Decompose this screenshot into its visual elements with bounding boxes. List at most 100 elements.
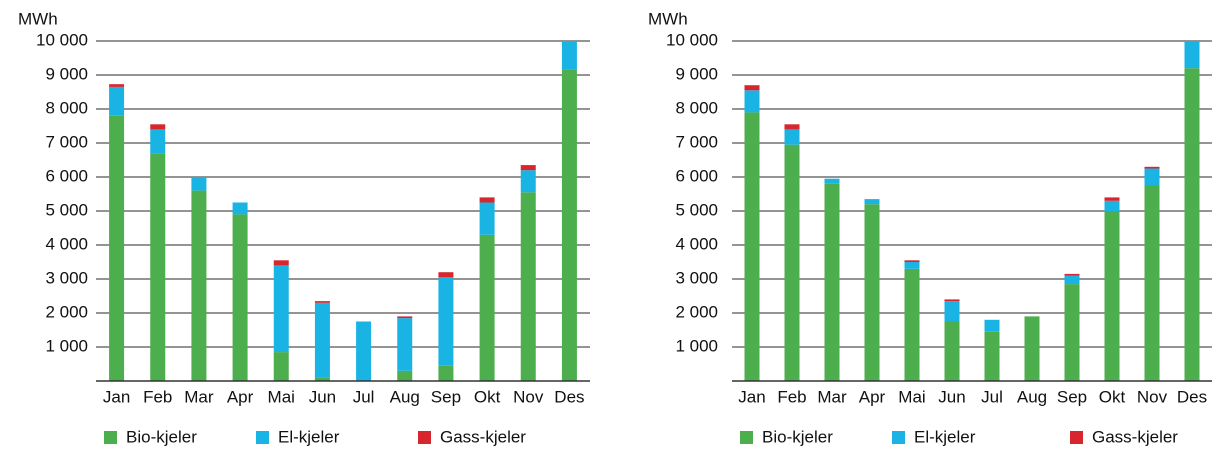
y-tick-label: 8 000 [675, 98, 718, 117]
bar-segment [561, 41, 577, 70]
bar-segment [150, 153, 166, 381]
bar-segment [1064, 284, 1080, 381]
y-tick-label: 1 000 [675, 336, 718, 355]
y-tick-label: 2 000 [45, 302, 88, 321]
y-tick-label: 7 000 [675, 132, 718, 151]
bar-segment [397, 316, 413, 319]
x-tick-label: Okt [1099, 387, 1126, 406]
x-tick-label: Mar [817, 387, 847, 406]
bar-segment [1104, 197, 1120, 201]
bar-segment [1104, 200, 1120, 211]
y-tick-label: 3 000 [675, 268, 718, 287]
x-tick-label: Okt [474, 387, 501, 406]
legend-label: El-kjeler [914, 427, 976, 446]
legend-swatch [740, 431, 753, 444]
y-axis-label: MWh [648, 9, 688, 28]
bar-segment [273, 260, 289, 266]
x-tick-label: Mar [184, 387, 214, 406]
bar-segment [397, 370, 413, 381]
bar-segment [1144, 168, 1160, 186]
legend-label: Gass-kjeler [1092, 427, 1178, 446]
legend-swatch [104, 431, 117, 444]
bar-segment [438, 365, 454, 381]
bar-segment [273, 352, 289, 381]
y-tick-label: 6 000 [45, 166, 88, 185]
bar-segment [520, 192, 536, 381]
legend-label: Gass-kjeler [440, 427, 526, 446]
bar-segment [864, 204, 880, 381]
bar-segment [356, 321, 372, 381]
bar-segment [150, 124, 166, 130]
bar-segment [150, 129, 166, 154]
bar-segment [109, 84, 125, 87]
x-tick-label: Feb [777, 387, 806, 406]
x-tick-label: Aug [390, 387, 420, 406]
bar-segment [1184, 68, 1200, 381]
bar-segment [273, 265, 289, 353]
x-tick-label: Mai [268, 387, 295, 406]
bar-segment [520, 165, 536, 171]
bar-segment [109, 115, 125, 382]
x-tick-label: Jul [981, 387, 1003, 406]
bar-segment [1064, 275, 1080, 285]
y-tick-label: 6 000 [675, 166, 718, 185]
bar-segment [520, 170, 536, 193]
x-tick-label: Apr [859, 387, 886, 406]
bar-segment [744, 85, 760, 91]
bar-segment [397, 318, 413, 371]
bar-segment [784, 129, 800, 145]
bar-segment [904, 262, 920, 269]
bar-segment [314, 302, 330, 378]
y-tick-label: 9 000 [675, 64, 718, 83]
bar-segment [1184, 41, 1200, 69]
x-tick-label: Jan [103, 387, 130, 406]
x-tick-label: Mai [898, 387, 925, 406]
y-tick-label: 10 000 [666, 30, 718, 49]
bar-segment [314, 301, 330, 303]
bar-segment [824, 183, 840, 381]
bar-segment [479, 202, 495, 235]
bar-segment [944, 321, 960, 381]
y-axis-label: MWh [18, 9, 58, 28]
y-tick-label: 2 000 [675, 302, 718, 321]
legend-swatch [256, 431, 269, 444]
bar-segment [744, 112, 760, 382]
bar-segment [479, 234, 495, 381]
legend-label: Bio-kjeler [762, 427, 833, 446]
x-tick-label: Des [1177, 387, 1207, 406]
y-tick-label: 7 000 [45, 132, 88, 151]
x-tick-label: Feb [143, 387, 172, 406]
y-tick-label: 1 000 [45, 336, 88, 355]
bar-segment [438, 272, 454, 278]
x-tick-label: Nov [1137, 387, 1168, 406]
bar-segment [824, 178, 840, 184]
bar-segment [232, 202, 248, 215]
x-tick-label: Aug [1017, 387, 1047, 406]
bar-segment [984, 331, 1000, 381]
y-tick-label: 10 000 [36, 30, 88, 49]
bar-segment [784, 124, 800, 130]
bar-segment [1104, 211, 1120, 381]
x-tick-label: Jul [353, 387, 375, 406]
bar-segment [864, 199, 880, 205]
bar-segment [561, 69, 577, 382]
y-tick-label: 5 000 [675, 200, 718, 219]
y-tick-label: 4 000 [45, 234, 88, 253]
bar-segment [314, 377, 330, 381]
bar-segment [479, 197, 495, 203]
bar-segment [984, 319, 1000, 332]
x-tick-label: Sep [1057, 387, 1087, 406]
y-tick-label: 9 000 [45, 64, 88, 83]
bar-segment [232, 214, 248, 381]
x-tick-label: Des [554, 387, 584, 406]
legend-swatch [418, 431, 431, 444]
bar-segment [109, 86, 125, 116]
bar-segment [191, 190, 207, 381]
bar-segment [784, 144, 800, 381]
x-tick-label: Jun [309, 387, 336, 406]
x-tick-label: Sep [431, 387, 461, 406]
y-tick-label: 5 000 [45, 200, 88, 219]
x-tick-label: Jan [738, 387, 765, 406]
bar-segment [1144, 185, 1160, 381]
bar-segment [191, 177, 207, 191]
